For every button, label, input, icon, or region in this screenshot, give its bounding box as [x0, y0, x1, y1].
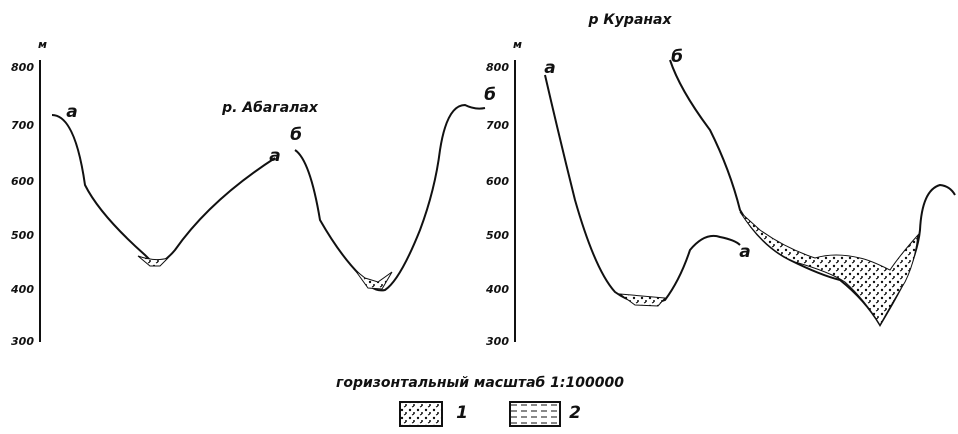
profile-label: б: [484, 85, 496, 105]
tick-label: 400: [485, 283, 509, 296]
tick-label: 600: [11, 175, 34, 188]
tick-label: 300: [11, 335, 34, 348]
tick-label: 300: [486, 335, 509, 348]
unit-label: м: [38, 38, 47, 51]
profile-label: б: [671, 47, 683, 67]
profile: [545, 75, 740, 304]
deposit: [138, 256, 168, 266]
legend-swatch: [400, 402, 442, 426]
tick-label: 700: [486, 119, 509, 132]
tick-label: 500: [486, 229, 509, 242]
legend-label: 2: [569, 403, 581, 423]
section-title: р. Абагалах: [221, 100, 319, 116]
caption: горизонтальный масштаб 1:100000: [336, 375, 624, 391]
profile-label: а: [739, 242, 750, 262]
legend-swatch: [510, 402, 560, 426]
profile-label: а: [544, 58, 555, 78]
profile: [295, 105, 485, 290]
section-title: р Куранах: [587, 12, 672, 28]
tick-label: 700: [11, 119, 34, 132]
figure: м 800 700 600 500 400 300 м 800 700 600 500 400 300 р.…: [0, 0, 958, 434]
tick-label: 500: [11, 229, 34, 242]
profile-label: б: [290, 125, 302, 145]
tick-label: 400: [10, 283, 34, 296]
unit-label: м: [513, 38, 522, 51]
deposit: [355, 270, 392, 289]
tick-label: 600: [486, 175, 509, 188]
legend-label: 1: [456, 403, 468, 423]
tick-label: 800: [11, 61, 34, 74]
profile-label: а: [66, 102, 77, 122]
right-panel: [515, 60, 955, 342]
tick-label: 800: [486, 61, 509, 74]
deposit: [740, 212, 918, 325]
profile-label: а: [269, 146, 280, 166]
profile: [52, 115, 275, 265]
profile: [670, 60, 955, 325]
